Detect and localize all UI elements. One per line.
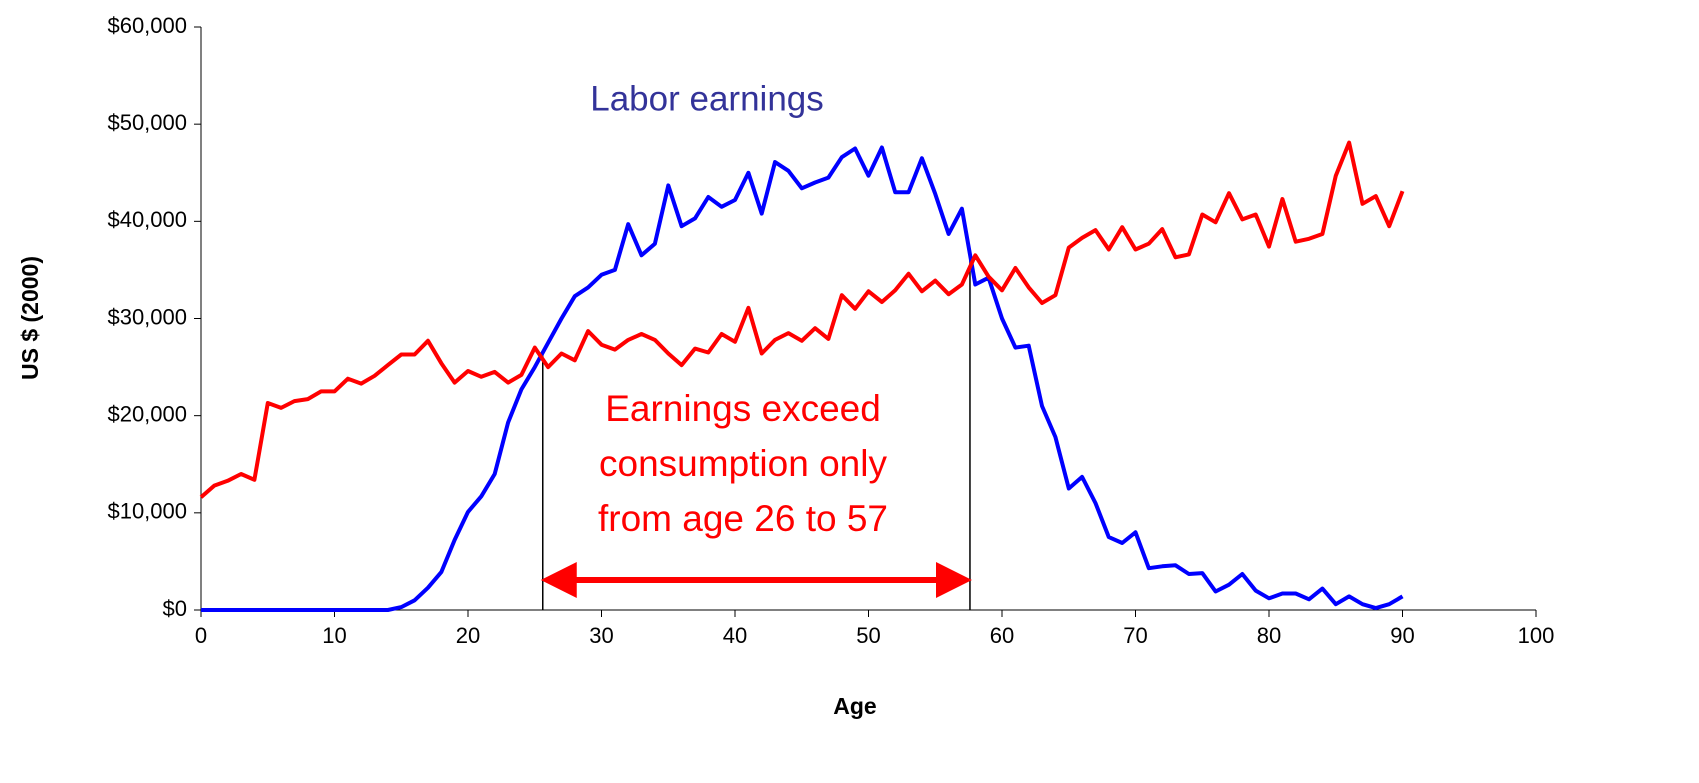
annotation-text: from age 26 to 57 <box>598 498 888 539</box>
x-axis-label: Age <box>833 693 876 719</box>
x-tick-label: 60 <box>990 623 1014 648</box>
x-tick-label: 10 <box>322 623 346 648</box>
x-tick-label: 100 <box>1518 623 1555 648</box>
x-tick-label: 20 <box>456 623 480 648</box>
x-tick-label: 0 <box>195 623 207 648</box>
y-tick-label: $30,000 <box>107 304 187 329</box>
series-label: Labor earnings <box>590 79 824 118</box>
x-tick-label: 50 <box>856 623 880 648</box>
y-tick-label: $10,000 <box>107 499 187 524</box>
x-tick-label: 70 <box>1123 623 1147 648</box>
x-tick-label: 80 <box>1257 623 1281 648</box>
y-tick-label: $40,000 <box>107 207 187 232</box>
y-tick-label: $20,000 <box>107 401 187 426</box>
y-tick-label: $60,000 <box>107 13 187 38</box>
annotation-text: Earnings exceed <box>605 388 881 429</box>
y-axis-label: US $ (2000) <box>17 256 43 380</box>
y-tick-label: $0 <box>163 596 187 621</box>
y-tick-label: $50,000 <box>107 110 187 135</box>
annotation-text: consumption only <box>599 443 887 484</box>
series-line <box>201 145 1404 612</box>
x-tick-label: 90 <box>1390 623 1414 648</box>
series-line <box>199 140 1405 499</box>
x-tick-label: 30 <box>589 623 613 648</box>
x-tick-label: 40 <box>723 623 747 648</box>
